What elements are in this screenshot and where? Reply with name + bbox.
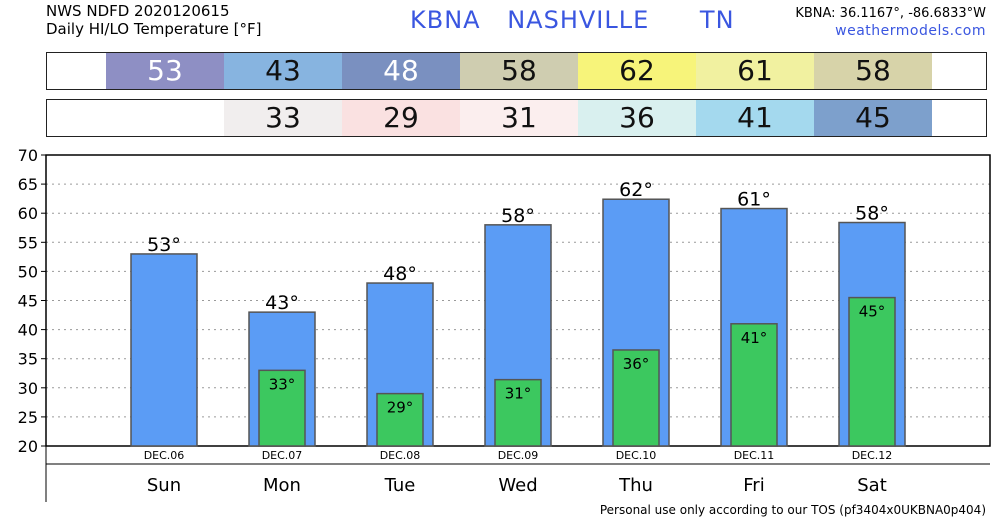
lo-cell-mon: 33	[224, 100, 342, 136]
y-tick-label: 55	[18, 233, 38, 252]
low-label: 41°	[741, 329, 768, 347]
chart-title: Daily HI/LO Temperature [°F]	[46, 20, 262, 38]
day-label: Sat	[857, 475, 887, 496]
y-tick-label: 30	[18, 379, 38, 398]
product-title: NWS NDFD 2020120615	[46, 2, 230, 20]
low-bar	[612, 349, 660, 447]
y-tick-label: 45	[18, 292, 38, 311]
date-label: DEC.07	[262, 449, 303, 462]
y-tick-label: 40	[18, 321, 38, 340]
hi-cell-wed: 58	[460, 53, 578, 89]
date-label: DEC.09	[498, 449, 539, 462]
day-label: Fri	[743, 475, 764, 496]
y-tick-label: 35	[18, 350, 38, 369]
lo-cell-sat: 45	[814, 100, 932, 136]
low-label: 36°	[623, 355, 650, 373]
day-label: Sun	[147, 475, 181, 496]
station-coordinates: KBNA: 36.1167°, -86.6833°W	[795, 6, 986, 21]
hi-cell-tue: 48	[342, 53, 460, 89]
low-label: 31°	[505, 385, 532, 403]
date-label: DEC.10	[616, 449, 657, 462]
low-bar	[730, 323, 778, 447]
day-label: Mon	[263, 475, 301, 496]
y-tick-label: 25	[18, 408, 38, 427]
hi-cell-thu: 62	[578, 53, 696, 89]
y-tick-label: 70	[18, 146, 38, 165]
high-label: 62°	[619, 179, 653, 201]
low-bar	[848, 296, 896, 447]
date-label: DEC.11	[734, 449, 775, 462]
site-link[interactable]: weathermodels.com	[835, 23, 986, 39]
high-label: 58°	[855, 203, 889, 225]
high-label: 58°	[501, 205, 535, 227]
date-label: DEC.12	[852, 449, 893, 462]
high-label: 43°	[265, 292, 299, 314]
low-temperature-strip: 33 29 31 36 41 45	[46, 99, 987, 137]
low-bar	[258, 369, 306, 447]
low-bar	[376, 392, 424, 447]
high-label: 61°	[737, 189, 771, 211]
footer-notice: Personal use only according to our TOS (…	[599, 503, 986, 517]
hi-cell-fri: 61	[696, 53, 814, 89]
low-label: 29°	[387, 399, 414, 417]
lo-cell-fri: 41	[696, 100, 814, 136]
low-bar	[494, 378, 542, 447]
date-label: DEC.08	[380, 449, 421, 462]
station-heading: KBNA NASHVILLE TN	[410, 6, 753, 34]
day-label: Wed	[498, 475, 537, 496]
hi-cell-mon: 43	[224, 53, 342, 89]
hi-cell-sat: 58	[814, 53, 932, 89]
city-name: NASHVILLE	[507, 6, 650, 34]
lo-cell-wed: 31	[460, 100, 578, 136]
temperature-chart: 20 25 30 35 40 45 50 55 60 65 70 53° DEC.06 Sun 43° 33°…	[18, 146, 991, 502]
lo-cell-tue: 29	[342, 100, 460, 136]
y-tick-label: 50	[18, 262, 38, 281]
y-tick-label: 65	[18, 175, 38, 194]
date-label: DEC.06	[144, 449, 185, 462]
day-label: Thu	[618, 475, 653, 496]
y-tick-label: 20	[18, 437, 38, 456]
high-label: 48°	[383, 263, 417, 285]
station-id: KBNA	[410, 6, 481, 34]
y-tick-label: 60	[18, 204, 38, 223]
day-label: Tue	[384, 475, 416, 496]
lo-cell-thu: 36	[578, 100, 696, 136]
low-label: 33°	[269, 375, 296, 393]
high-bar	[130, 253, 198, 447]
state-name: TN	[699, 6, 735, 34]
high-temperature-strip: 53 43 48 58 62 61 58	[46, 52, 987, 90]
high-label: 53°	[147, 234, 181, 256]
hi-cell-sun: 53	[106, 53, 224, 89]
low-label: 45°	[859, 303, 886, 321]
